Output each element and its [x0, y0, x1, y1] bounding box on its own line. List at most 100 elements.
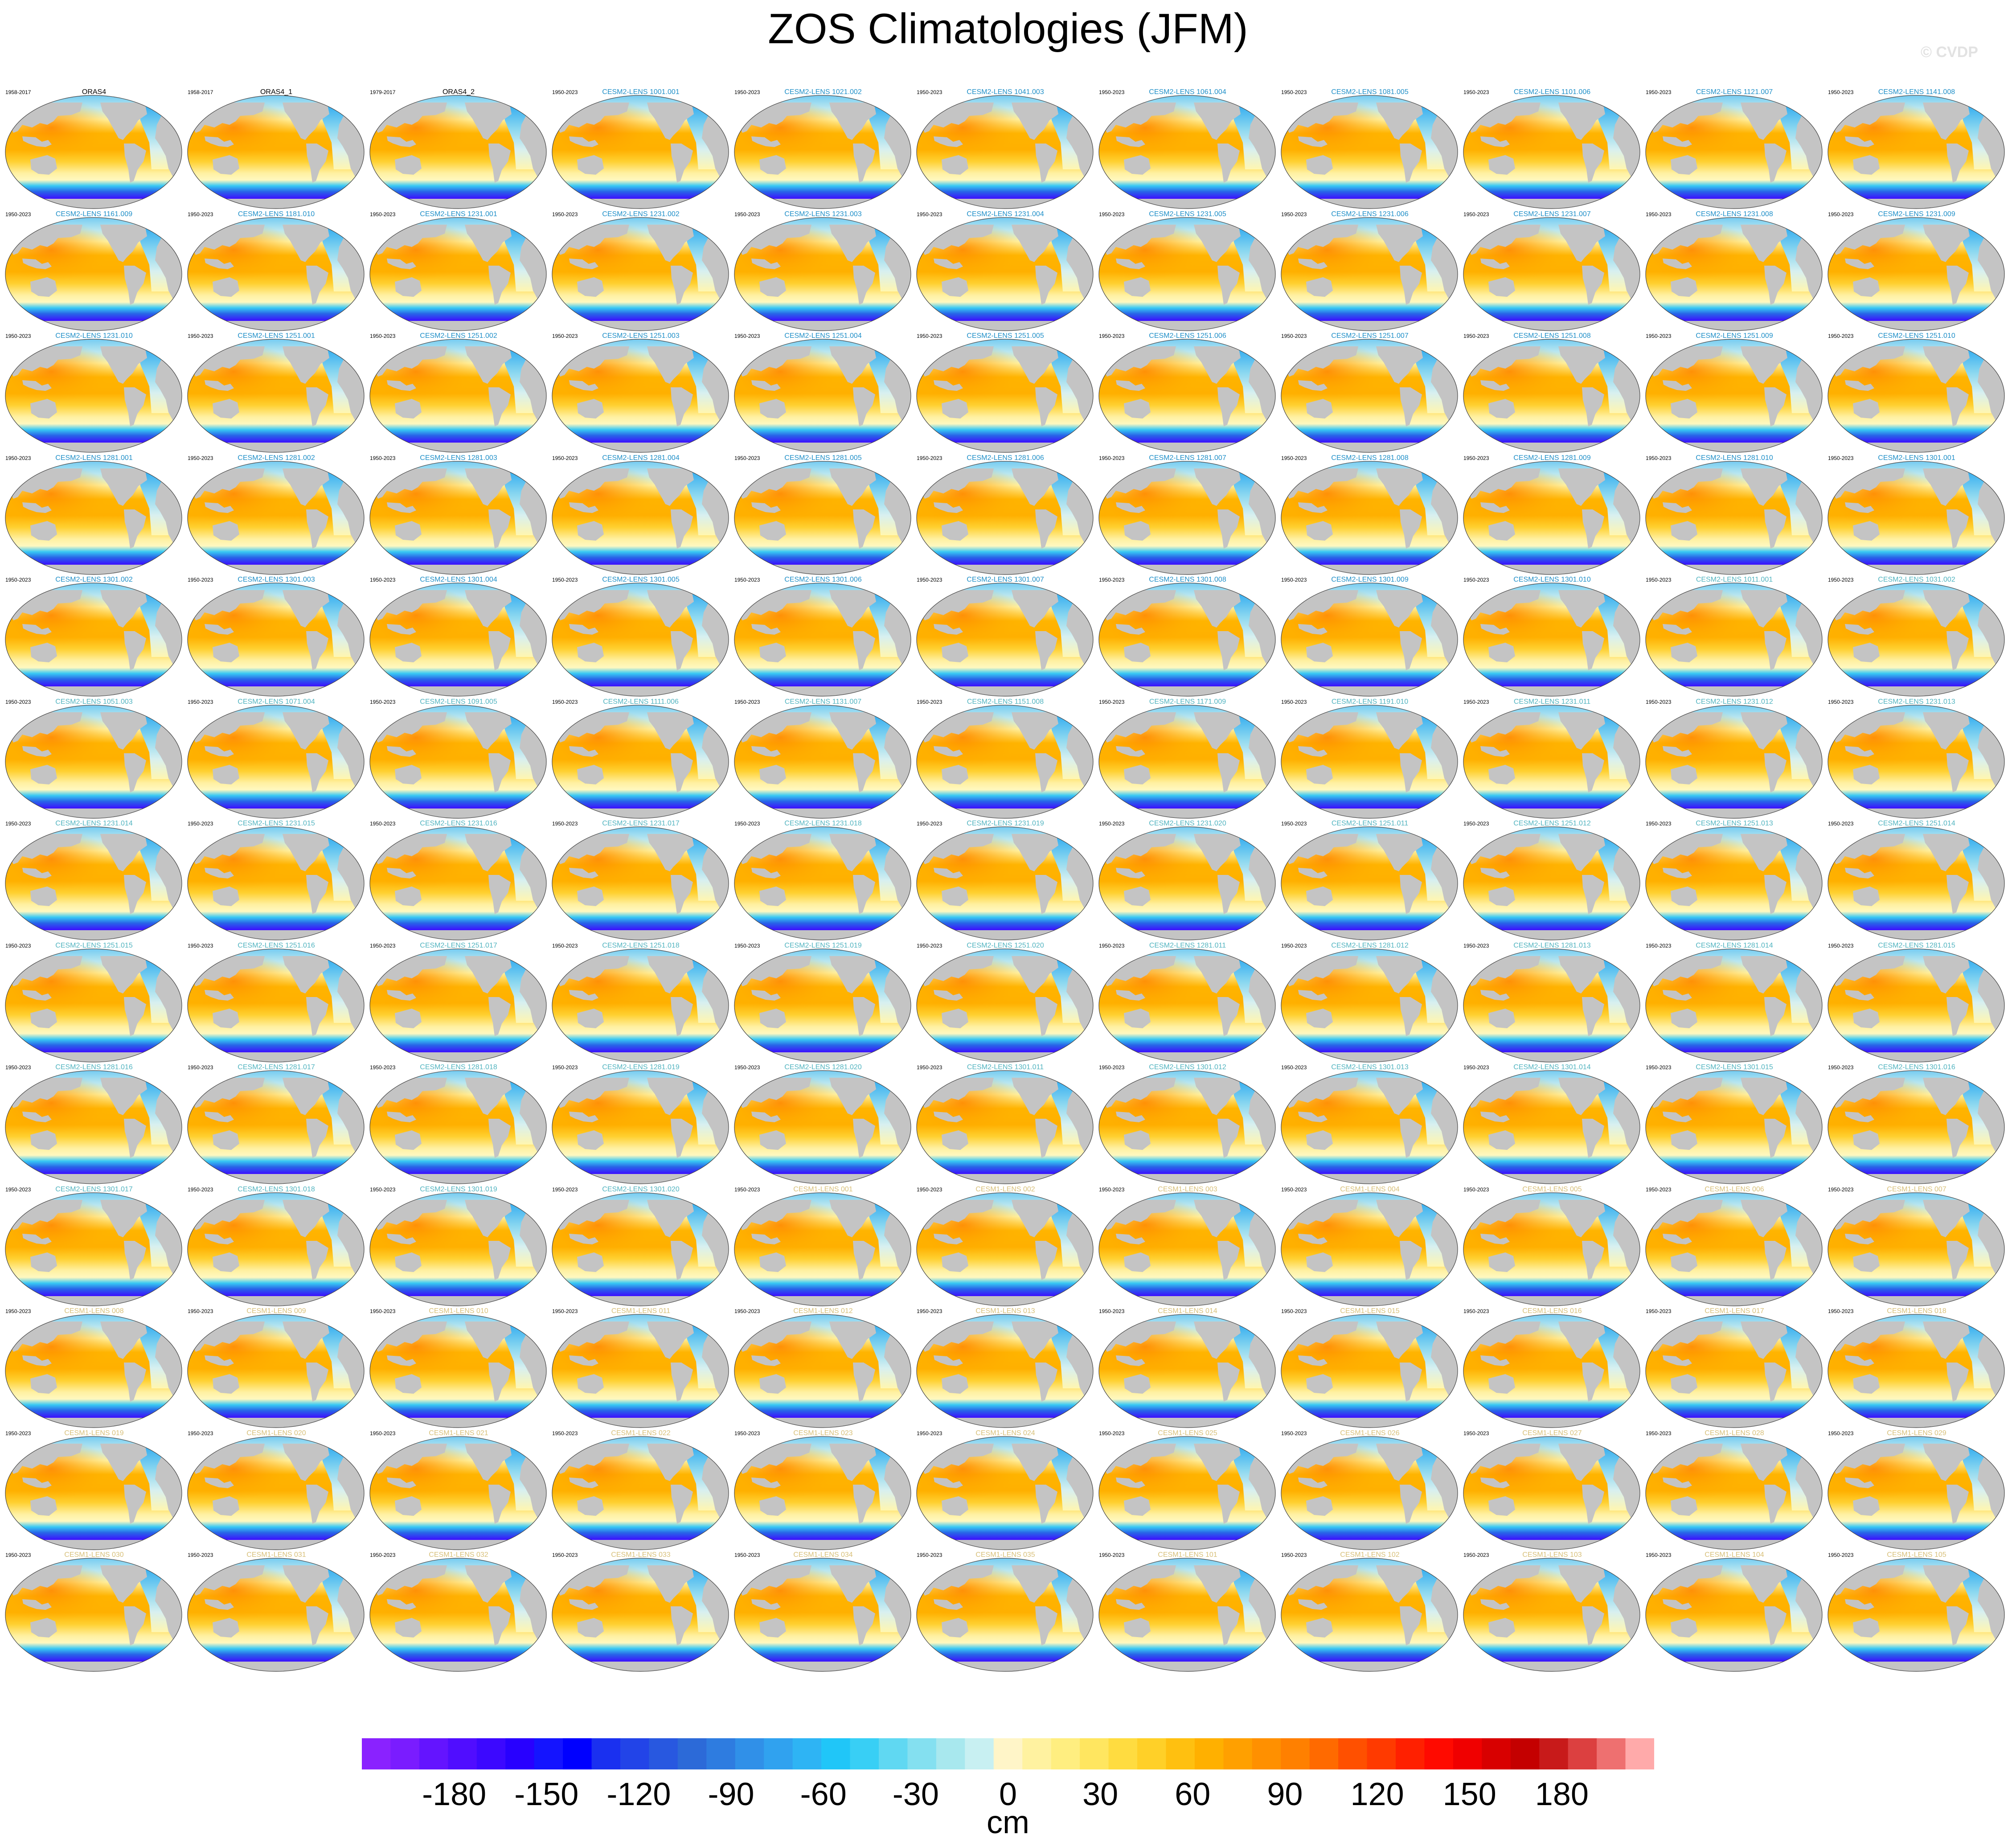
- globe-outline: [734, 339, 911, 453]
- south-america-land: [1217, 1484, 1240, 1524]
- map-panel: 1950-2023 CESM2-LENS 1301.003: [185, 576, 367, 699]
- panel-period-label: 1950-2023: [734, 333, 760, 339]
- map-panel: 1950-2023 CESM2-LENS 1251.017: [367, 942, 549, 1065]
- map-panel: 1950-2023 CESM1-LENS 003: [1096, 1186, 1278, 1309]
- south-america-land: [1946, 1484, 1969, 1524]
- north-america-land: [283, 103, 329, 140]
- north-america-land: [1558, 956, 1605, 993]
- panel-period-label: 1950-2023: [1281, 942, 1307, 949]
- north-america-land: [1741, 1443, 1787, 1481]
- colorbar-swatch: [1166, 1738, 1195, 1769]
- globe-outline: [1645, 95, 1823, 209]
- panel-period-label: 1950-2023: [734, 89, 760, 95]
- australia-land: [1853, 521, 1880, 541]
- global-map: [734, 1436, 911, 1550]
- panel-title: CESM2-LENS 1281.003: [420, 454, 497, 462]
- colorbar-swatch: [1396, 1738, 1425, 1769]
- globe-outline: [1463, 1070, 1640, 1184]
- panel-period-label: 1950-2023: [5, 1308, 31, 1314]
- global-map: [916, 1436, 1094, 1550]
- australia-land: [30, 643, 57, 662]
- globe-outline: [1281, 217, 1458, 331]
- australia-land: [1671, 764, 1697, 784]
- global-map: [734, 339, 911, 453]
- north-america-land: [100, 224, 147, 262]
- north-america-land: [1012, 1565, 1058, 1603]
- map-panel: 1950-2023 CESM2-LENS 1231.008: [1643, 210, 1825, 333]
- map-panel: 1950-2023 CESM2-LENS 1021.002: [732, 88, 914, 211]
- north-america-land: [647, 590, 694, 628]
- north-america-land: [465, 103, 512, 140]
- maritime-continent-land: [569, 1355, 598, 1366]
- global-map: [734, 704, 911, 819]
- panel-title: ORAS4_2: [442, 88, 475, 96]
- map-panel: 1950-2023 CESM1-LENS 021: [367, 1429, 549, 1552]
- panel-title: CESM2-LENS 1231.008: [1696, 210, 1773, 218]
- map-panel: 1950-2023 CESM1-LENS 017: [1643, 1307, 1825, 1430]
- panel-period-label: 1950-2023: [552, 455, 578, 461]
- maritime-continent-land: [387, 502, 416, 513]
- south-america-land: [1217, 387, 1240, 427]
- north-america-land: [1741, 1078, 1787, 1115]
- colorbar-swatch: [1137, 1738, 1167, 1769]
- globe-outline: [1098, 95, 1276, 209]
- colorbar-swatch: [907, 1738, 937, 1769]
- south-america-land: [853, 1119, 875, 1158]
- global-map: [1828, 460, 2005, 575]
- colorbar-swatch: [1367, 1738, 1396, 1769]
- south-america-land: [1946, 265, 1969, 305]
- north-america-land: [283, 712, 329, 750]
- global-map: [1645, 217, 1823, 331]
- maritime-continent-land: [1480, 380, 1510, 391]
- colorbar-swatch: [1510, 1738, 1540, 1769]
- panel-title: CESM2-LENS 1231.010: [55, 332, 133, 340]
- globe-outline: [1098, 1314, 1276, 1428]
- map-panel-grid: 1958-2017 ORAS4 1958-2017 ORAS4_1 1979-2017 O…: [3, 88, 2005, 1672]
- global-map: [1828, 339, 2005, 453]
- global-map: [1281, 1436, 1458, 1550]
- maritime-continent-land: [1663, 502, 1692, 513]
- north-america-land: [465, 712, 512, 750]
- panel-period-label: 1950-2023: [1828, 1430, 1854, 1437]
- map-panel: 1950-2023 CESM2-LENS 1051.003: [3, 698, 184, 821]
- north-america-land: [1558, 590, 1605, 628]
- maritime-continent-land: [934, 624, 963, 635]
- north-america-land: [647, 224, 694, 262]
- south-america-land: [1946, 875, 1969, 914]
- map-panel: 1950-2023 CESM1-LENS 025: [1096, 1429, 1278, 1552]
- north-america-land: [1558, 1322, 1605, 1359]
- panel-title: CESM2-LENS 1231.004: [967, 210, 1044, 218]
- panel-period-label: 1950-2023: [370, 455, 396, 461]
- map-panel: 1950-2023 CESM1-LENS 014: [1096, 1307, 1278, 1430]
- panel-period-label: 1950-2023: [917, 821, 942, 827]
- north-america-land: [829, 1078, 876, 1115]
- global-map: [5, 948, 182, 1063]
- map-panel: 1950-2023 CESM2-LENS 1101.006: [1461, 88, 1643, 211]
- maritime-continent-land: [934, 868, 963, 878]
- panel-period-label: 1950-2023: [917, 1430, 942, 1437]
- map-panel: 1950-2023 CESM2-LENS 1231.004: [914, 210, 1096, 333]
- global-map: [187, 460, 365, 575]
- colorbar-swatch: [1051, 1738, 1080, 1769]
- map-panel: 1950-2023 CESM2-LENS 1301.019: [367, 1186, 549, 1309]
- maritime-continent-land: [22, 1233, 52, 1244]
- panel-period-label: 1950-2023: [1281, 455, 1307, 461]
- globe-outline: [1463, 583, 1640, 697]
- colorbar-swatch: [735, 1738, 764, 1769]
- maritime-continent-land: [22, 136, 52, 147]
- panel-period-label: 1950-2023: [5, 942, 31, 949]
- panel-period-label: 1950-2023: [5, 1552, 31, 1558]
- north-america-land: [283, 224, 329, 262]
- north-america-land: [100, 590, 147, 628]
- maritime-continent-land: [1116, 502, 1145, 513]
- south-america-land: [671, 1240, 693, 1280]
- globe-outline: [1463, 826, 1640, 940]
- global-map: [1098, 460, 1276, 575]
- south-america-land: [488, 875, 511, 914]
- global-map: [1645, 948, 1823, 1063]
- global-map: [1281, 217, 1458, 331]
- global-map: [187, 1436, 365, 1550]
- globe-outline: [1098, 1558, 1276, 1672]
- global-map: [5, 1070, 182, 1184]
- colorbar-swatch: [505, 1738, 535, 1769]
